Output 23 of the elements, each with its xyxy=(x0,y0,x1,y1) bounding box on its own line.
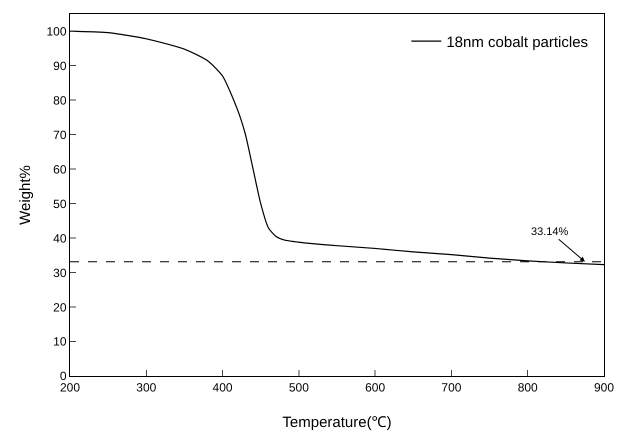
y-tick-label: 50 xyxy=(53,196,67,211)
x-axis-title: Temperature(℃) xyxy=(282,414,392,431)
y-tick-label: 10 xyxy=(53,334,67,349)
y-tick-label: 90 xyxy=(53,58,67,73)
x-tick-label: 200 xyxy=(60,380,80,394)
x-tick-label: 600 xyxy=(365,380,386,394)
y-tick-label: 30 xyxy=(53,266,67,280)
y-tick-label: 20 xyxy=(53,300,67,314)
y-tick-label: 100 xyxy=(46,24,67,38)
x-tick-label: 700 xyxy=(441,380,462,394)
y-tick-label: 0 xyxy=(60,369,67,384)
x-tick-label: 900 xyxy=(594,380,614,394)
y-tick-label: 40 xyxy=(53,231,67,246)
x-tick-label: 500 xyxy=(288,380,310,394)
y-tick-label: 60 xyxy=(53,162,67,176)
x-tick-label: 300 xyxy=(136,380,157,394)
annotation: 33.14% xyxy=(531,226,569,238)
y-axis-title: Weight% xyxy=(16,165,34,225)
x-tick-label: 800 xyxy=(518,380,538,394)
y-tick-label: 80 xyxy=(53,93,67,108)
x-tick-label: 400 xyxy=(212,380,233,394)
y-tick-label: 70 xyxy=(53,128,67,142)
legend-label: 18nm cobalt particles xyxy=(446,34,588,51)
